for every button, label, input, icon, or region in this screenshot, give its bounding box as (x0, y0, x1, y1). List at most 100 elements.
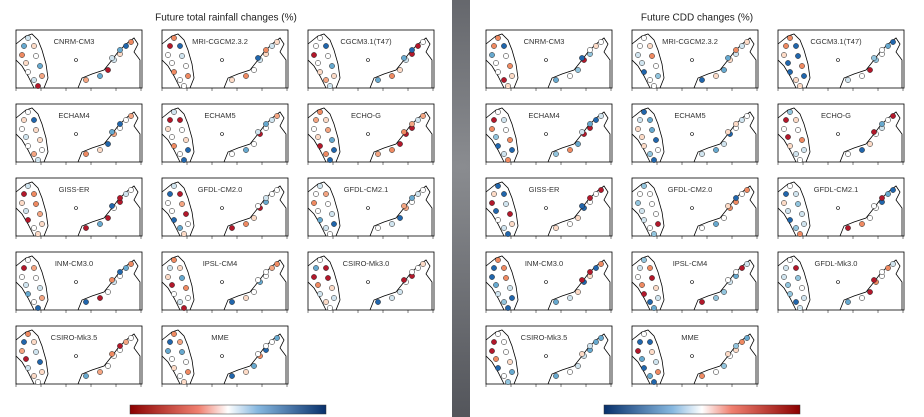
station (269, 117, 274, 122)
map-panel: CNRM-CM3 (486, 30, 612, 91)
station (797, 231, 802, 236)
station (274, 261, 279, 266)
station (317, 35, 322, 40)
station (587, 269, 592, 274)
station (493, 134, 498, 139)
figure: Future total rainfall changes (%) Future… (0, 0, 924, 417)
station (35, 305, 40, 310)
station (867, 215, 872, 220)
station (177, 191, 182, 196)
station (879, 269, 884, 274)
station (793, 43, 798, 48)
station (579, 277, 584, 282)
station (871, 203, 876, 208)
station (327, 231, 332, 236)
station (181, 157, 186, 162)
panel-label: CSIRO-Mk3.0 (343, 259, 390, 268)
station (183, 63, 188, 68)
station (179, 349, 184, 354)
station (641, 183, 646, 188)
station (33, 53, 38, 58)
station (179, 275, 184, 280)
station (783, 117, 788, 122)
station (787, 217, 792, 222)
station (255, 129, 260, 134)
station (699, 299, 704, 304)
station (598, 335, 603, 340)
station (635, 126, 640, 131)
station (375, 225, 380, 230)
station (109, 277, 114, 282)
map-panel: GISS-ER (16, 178, 142, 239)
station (171, 183, 176, 188)
station (787, 257, 792, 262)
station (181, 305, 186, 310)
station (179, 201, 184, 206)
station (251, 289, 256, 294)
panel-label: INM-CM3.0 (525, 259, 563, 268)
station (639, 134, 644, 139)
station (641, 217, 646, 222)
station (243, 147, 248, 152)
station (31, 117, 36, 122)
map-panel: GFDL-CM2.0 (632, 178, 758, 239)
station (21, 339, 26, 344)
station (553, 77, 558, 82)
station (329, 285, 334, 290)
station (183, 137, 188, 142)
station (635, 274, 640, 279)
station (721, 363, 726, 368)
station (167, 191, 172, 196)
station (651, 379, 656, 384)
map-panel: IPSL-CM4 (162, 252, 288, 313)
station (181, 231, 186, 236)
station (793, 151, 798, 156)
station (733, 343, 738, 348)
station (251, 141, 256, 146)
station (169, 134, 174, 139)
station (501, 339, 506, 344)
station (505, 379, 510, 384)
station (879, 121, 884, 126)
station (123, 339, 128, 344)
station (495, 183, 500, 188)
station (655, 147, 660, 152)
station (167, 265, 172, 270)
station (123, 265, 128, 270)
station (317, 291, 322, 296)
station (647, 77, 652, 82)
station (575, 141, 580, 146)
station (323, 151, 328, 156)
station (641, 331, 646, 336)
station (109, 351, 114, 356)
station (117, 121, 122, 126)
station (169, 60, 174, 65)
station (323, 265, 328, 270)
station (97, 147, 102, 152)
station (31, 339, 36, 344)
station (793, 299, 798, 304)
station (721, 215, 726, 220)
station (39, 221, 44, 226)
map-panel: CSIRO-Mk3.5 (486, 326, 612, 387)
station (649, 127, 654, 132)
panel-label: CSIRO-Mk3.5 (521, 333, 568, 342)
station (177, 339, 182, 344)
station (323, 43, 328, 48)
station (699, 373, 704, 378)
station (653, 63, 658, 68)
station (793, 265, 798, 270)
station (251, 215, 256, 220)
station (117, 195, 122, 200)
station (31, 225, 36, 230)
station (491, 191, 496, 196)
panel-label: ECHO-G (351, 111, 381, 120)
station (269, 339, 274, 344)
station (167, 43, 172, 48)
station (229, 77, 234, 82)
station (493, 208, 498, 213)
map-panel: CNRM-CM3 (16, 30, 142, 91)
station (493, 60, 498, 65)
station (33, 349, 38, 354)
panel-label: CGCM3.1(T47) (340, 37, 392, 46)
